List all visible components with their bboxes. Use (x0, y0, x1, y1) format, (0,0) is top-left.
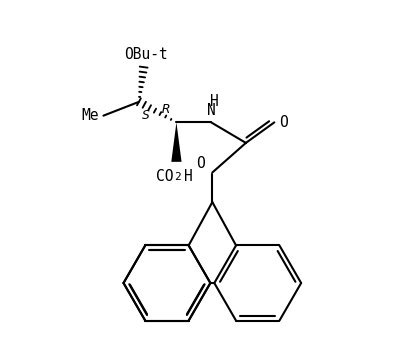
Text: R: R (162, 103, 170, 116)
Text: S: S (142, 109, 150, 122)
Text: OBu-t: OBu-t (124, 47, 168, 62)
Text: 2: 2 (174, 172, 180, 182)
Text: CO: CO (156, 169, 173, 184)
Text: O: O (196, 156, 205, 171)
Text: O: O (279, 115, 288, 130)
Text: Me: Me (81, 108, 99, 123)
Text: H: H (210, 93, 219, 109)
Polygon shape (171, 122, 182, 162)
Text: H: H (184, 169, 192, 184)
Text: N: N (207, 104, 215, 118)
